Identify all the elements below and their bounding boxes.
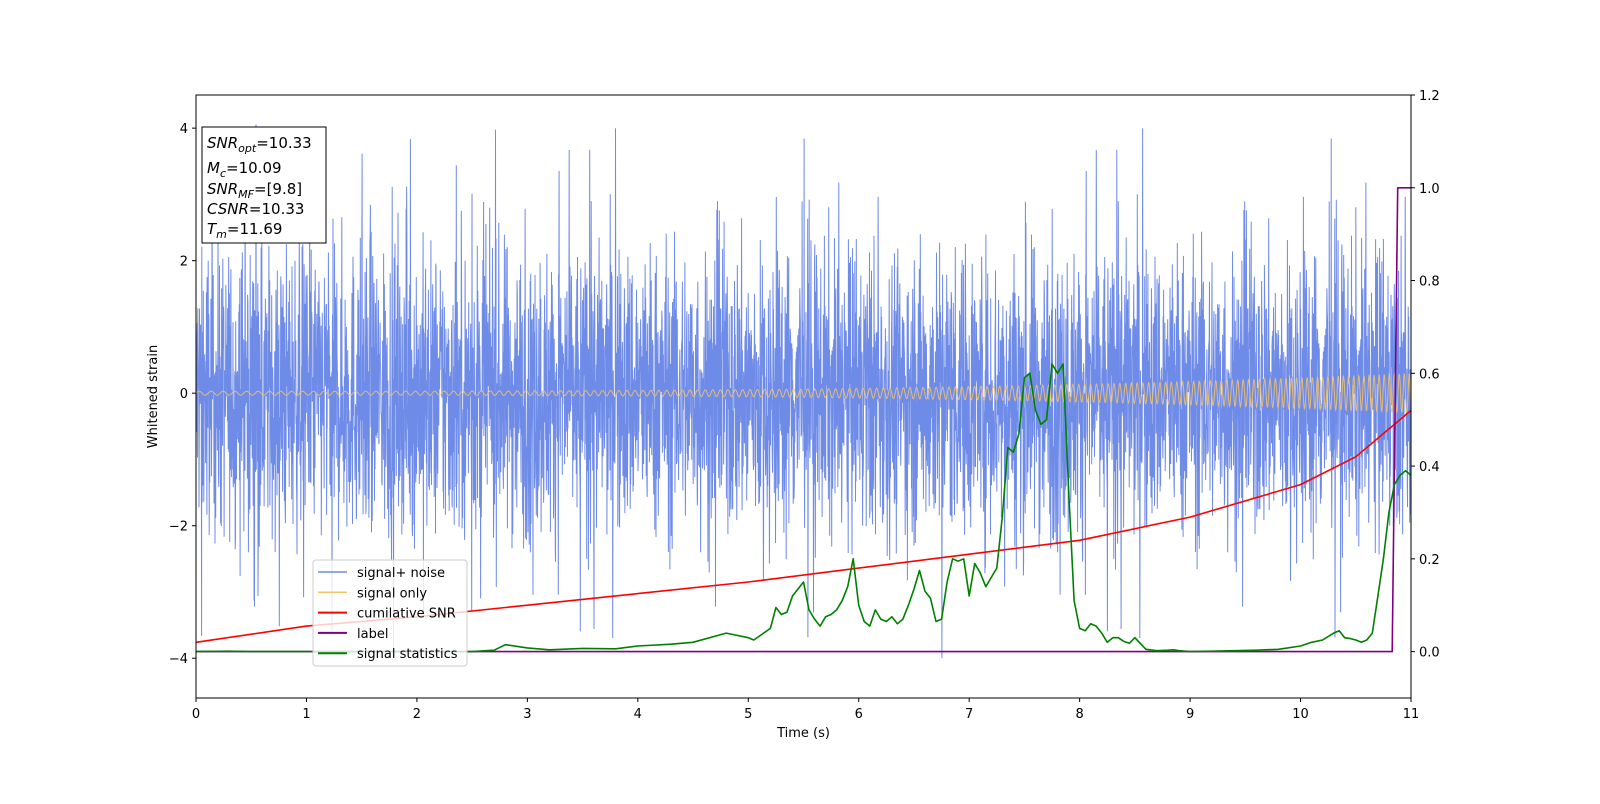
x-tick-label: 0	[192, 707, 200, 722]
legend-frame	[312, 559, 468, 667]
legend-item-signal-only: signal only	[357, 586, 427, 601]
legend: signal+ noise signal only cumilative SNR la…	[312, 559, 468, 667]
x-tick-label: 2	[413, 707, 421, 722]
y-tick-label: 2	[180, 255, 188, 270]
series-signal-statistics-line	[195, 363, 1412, 653]
y2-tick-label: 1.2	[1419, 89, 1440, 104]
annotation-line: SNRMF=[9.8]	[207, 180, 302, 201]
annotation-box: SNRopt=10.33 Mc=10.09SNRMF=[9.8]CSNR=10.3…	[201, 126, 327, 244]
y2-tick-label: 0.2	[1419, 553, 1440, 568]
x-tick-label: 1	[302, 707, 310, 722]
x-tick-label: 3	[523, 707, 531, 722]
annotation-line: Mc=10.09	[207, 159, 282, 180]
axes-frame	[195, 94, 1412, 699]
y2-tick-label: 0.0	[1419, 646, 1440, 661]
x-tick-label: 10	[1292, 707, 1309, 722]
y2-tick-label: 1.0	[1419, 182, 1440, 197]
y-axis-label: Whitened strain	[146, 345, 161, 448]
y-tick-label: −4	[169, 652, 188, 667]
series-signal-only-line	[195, 372, 1412, 414]
series-signal-noise-layer	[195, 124, 1412, 659]
ticks-layer: 0 1 2 3 4 5 6 7 8 9 10 11 4 2 0 −2 −4 1.2 1.0 0.8 0.6 0.4 0.2 0…	[169, 89, 1440, 722]
x-tick-label: 5	[744, 707, 752, 722]
annotation-line: SNRopt=10.33	[207, 134, 312, 155]
series-signal-noise-line	[195, 124, 1412, 659]
legend-item-signal-noise: signal+ noise	[357, 566, 445, 581]
x-tick-label: 7	[965, 707, 973, 722]
annotation-line: Tm=11.69	[207, 220, 282, 241]
x-tick-label: 11	[1403, 707, 1420, 722]
y-tick-label: 0	[180, 387, 188, 402]
y2-tick-label: 0.6	[1419, 367, 1440, 382]
y-tick-label: 4	[180, 122, 188, 137]
y2-tick-label: 0.4	[1419, 460, 1440, 475]
x-tick-label: 4	[634, 707, 642, 722]
x-tick-label: 6	[855, 707, 863, 722]
annotation-frame	[201, 126, 327, 244]
y-tick-label: −2	[169, 520, 188, 535]
series-label-line	[196, 187, 1411, 653]
x-tick-label: 9	[1186, 707, 1194, 722]
legend-item-signal-statistics: signal statistics	[357, 647, 458, 662]
annotation-line: CSNR=10.33	[207, 200, 304, 218]
legend-item-cumulative-snr: cumilative SNR	[357, 607, 456, 622]
x-axis-label: Time (s)	[776, 726, 830, 741]
y2-tick-label: 0.8	[1419, 275, 1440, 290]
legend-item-label: label	[357, 627, 388, 642]
x-tick-label: 8	[1075, 707, 1083, 722]
